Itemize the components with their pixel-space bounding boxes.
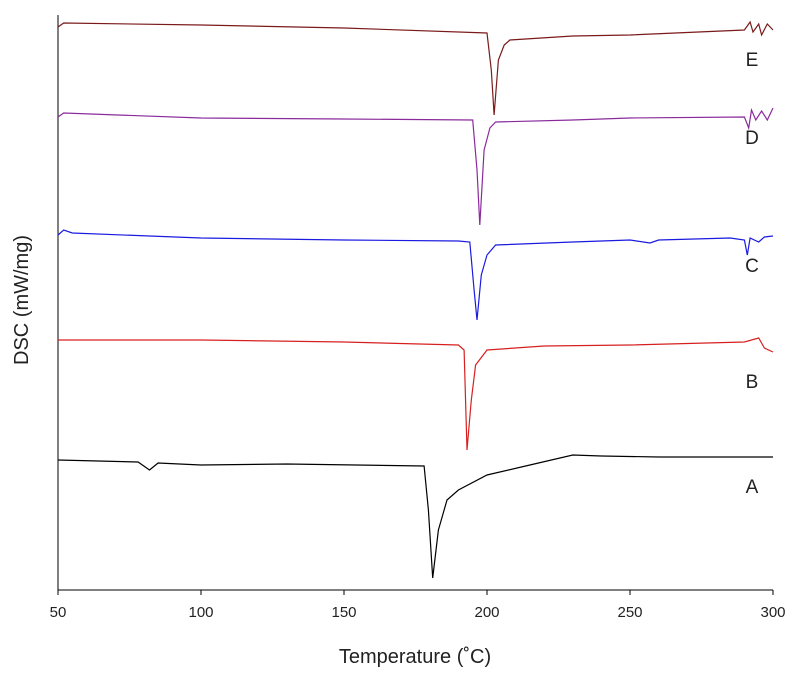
- series-label: E: [746, 50, 759, 71]
- series-label: C: [745, 256, 759, 277]
- series-label: A: [746, 477, 759, 498]
- x-tick-label: 150: [331, 604, 356, 621]
- series-label: D: [745, 128, 759, 149]
- series-line: [58, 337, 774, 451]
- x-tick-label: 50: [50, 604, 67, 621]
- x-tick-label: 300: [760, 604, 785, 621]
- x-axis-title: Temperature (˚C): [339, 646, 491, 668]
- x-tick-label: 200: [474, 604, 499, 621]
- series-line: [57, 454, 773, 579]
- series-line: [57, 107, 774, 226]
- series-line: [57, 20, 774, 116]
- series-line: [57, 229, 774, 321]
- y-axis-title: DSC (mW/mg): [11, 235, 33, 365]
- x-tick-label: 250: [617, 604, 642, 621]
- x-tick-label: 100: [188, 604, 213, 621]
- series-label: B: [746, 372, 759, 393]
